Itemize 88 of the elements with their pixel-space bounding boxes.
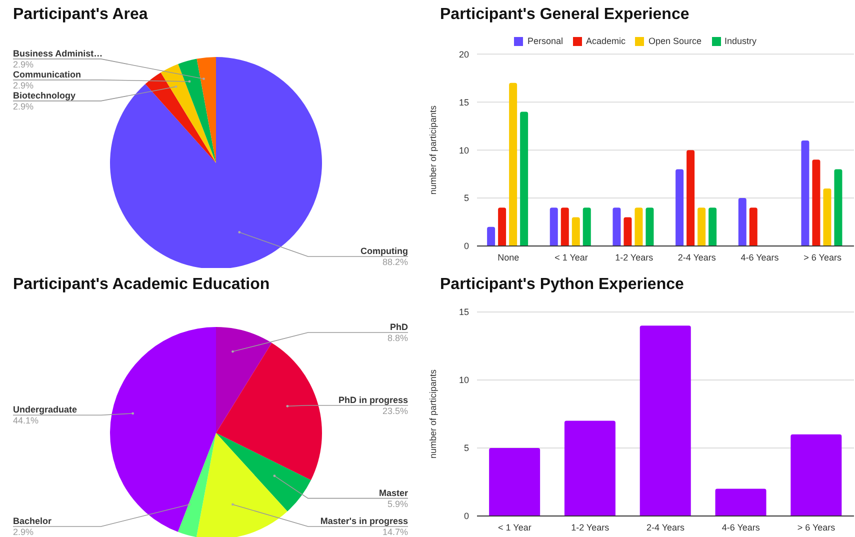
chart-title: Participant's Area [13,6,148,24]
slice-label: Computing [360,246,408,256]
x-tick-label: 2-4 Years [678,252,716,262]
pie-slice [145,72,216,163]
data-label: 2.9% [13,80,34,90]
bar [634,208,643,246]
bar [686,150,695,246]
y-tick-label: 5 [464,193,469,204]
y-tick-label: 15 [458,307,469,318]
bar [749,208,758,246]
bar [646,208,654,246]
x-tick-label: > 6 Years [804,252,842,262]
pie-slice [160,64,216,163]
slice-label: Undergraduate [13,404,78,415]
y-tick-label: 20 [458,49,469,60]
legend-label: Open Source [648,36,702,46]
slice-label: Communication [13,69,82,80]
bar [520,112,528,246]
slice-label: PhD [390,322,408,332]
data-label: 2.9% [13,59,34,70]
pie-slice [110,57,322,268]
pie-slice [216,433,311,512]
bar [509,82,518,246]
slice-label: Bachelor [13,516,52,526]
y-tick-label: 15 [458,97,469,108]
bar [640,326,691,516]
bar [624,217,632,246]
data-label: 2.9% [13,101,34,112]
bar [564,420,616,516]
slice-label: Biotechnology [13,90,76,100]
pie-slice [216,327,272,433]
pie-slice [110,327,216,532]
bar [582,208,591,246]
bar [676,169,684,246]
bar [823,188,832,246]
x-tick-label: > 6 Years [797,522,836,532]
chart-title: Participant's Academic Education [13,276,270,294]
data-label: 2.9% [13,527,34,537]
data-label: 14.7% [382,527,408,537]
slice-label: Master [378,488,408,498]
legend-label: Industry [724,36,757,46]
bar [560,208,569,246]
y-axis-title: number of participants [428,368,438,459]
bar [812,160,820,246]
bar [801,140,810,246]
bar [715,488,766,516]
bar [834,169,842,246]
bar [738,198,746,246]
bar [612,208,621,246]
x-tick-label: 4-6 Years [740,252,780,262]
bar [487,226,496,246]
data-label: 88.2% [382,257,408,267]
bar [489,448,540,516]
x-tick-label: 2-4 Years [646,522,686,532]
chart-title: Participant's Python Experience [440,276,684,294]
y-tick-label: 5 [464,443,469,454]
x-tick-label: None [498,252,520,262]
x-tick-label: 1-2 Years [571,522,610,532]
bar [498,208,506,246]
slice-label: Business Administ… [13,48,103,58]
y-axis-title: number of participants [428,105,438,195]
pie-slice [196,57,216,163]
data-label: 8.8% [387,333,408,344]
y-tick-label: 0 [464,241,469,252]
data-label: 44.1% [13,416,39,426]
y-tick-label: 10 [458,145,469,156]
pie-slice [178,433,216,537]
pie-slice [216,342,322,480]
legend-label: Academic [586,36,626,46]
data-label: 23.5% [382,406,408,416]
bar [572,217,580,246]
y-tick-label: 10 [458,375,469,386]
pie-slice [178,58,216,163]
slice-label: Master's in progress [320,516,408,526]
x-tick-label: < 1 Year [498,522,532,532]
data-label: 5.9% [387,498,408,509]
bar [708,208,717,246]
pie-slice [196,433,288,537]
x-tick-label: 4-6 Years [722,522,760,532]
y-tick-label: 0 [464,511,469,522]
chart-title: Participant's General Experience [440,6,690,24]
slice-label: PhD in progress [338,394,408,405]
x-tick-label: 1-2 Years [615,252,654,262]
bar [550,208,558,246]
bar [790,434,842,516]
x-tick-label: < 1 Year [554,252,588,262]
legend-label: Personal [527,36,563,46]
bar [698,208,706,246]
